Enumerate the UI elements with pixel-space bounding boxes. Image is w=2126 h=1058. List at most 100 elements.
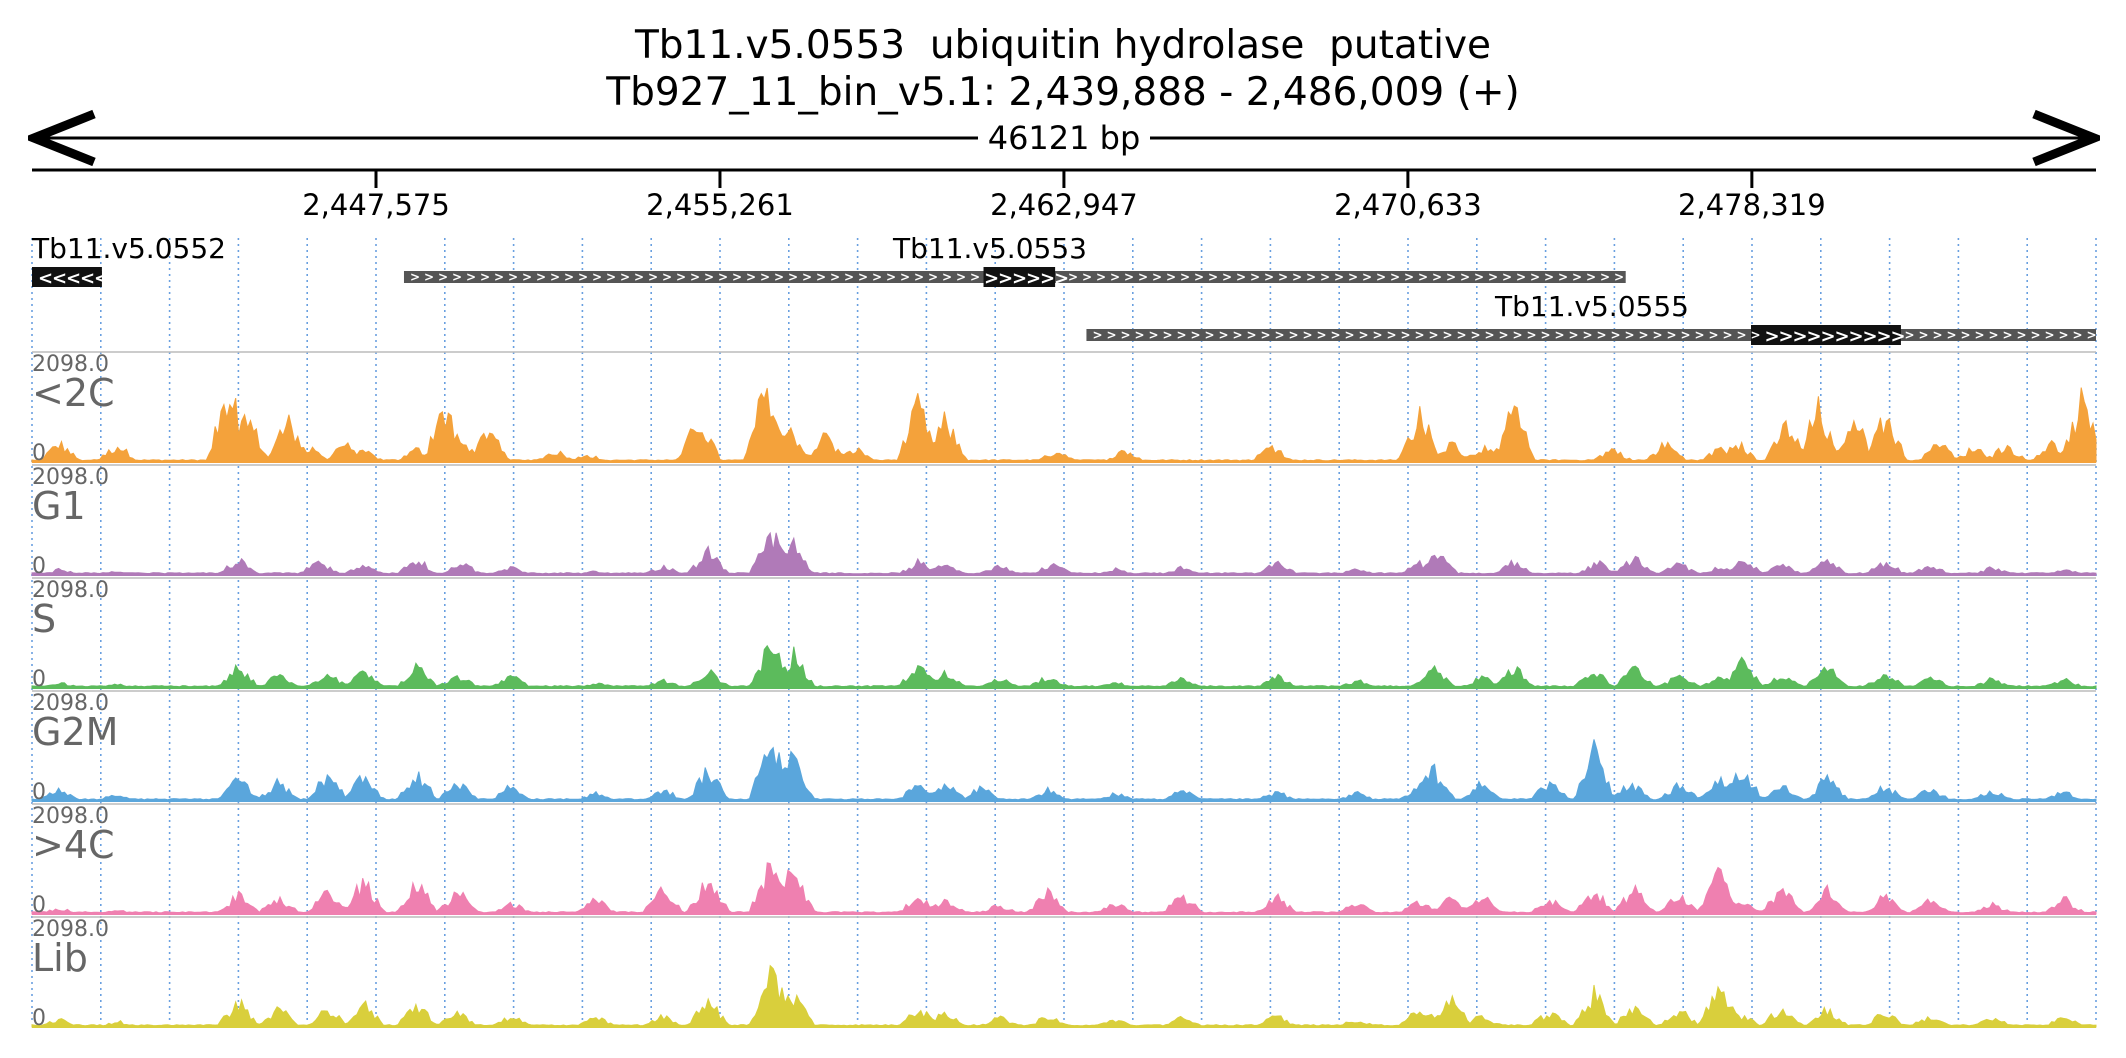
strand-chevron: > [1124, 270, 1134, 284]
strand-chevron: > [984, 268, 999, 289]
strand-chevron: > [1540, 328, 1550, 342]
track-max-label: 2098.0 [32, 578, 109, 603]
strand-chevron: > [1432, 270, 1442, 284]
strand-chevron: > [1306, 270, 1316, 284]
strand-chevron: > [1404, 270, 1414, 284]
strand-chevron: > [1848, 326, 1863, 347]
strand-chevron: > [718, 270, 728, 284]
strand-chevron: > [1400, 328, 1410, 342]
strand-chevron: > [1820, 326, 1835, 347]
strand-chevron: > [1208, 270, 1218, 284]
coverage-area [31, 644, 2097, 689]
strand-chevron: > [620, 270, 630, 284]
strand-chevron: > [1988, 328, 1998, 342]
strand-chevron: > [1232, 328, 1242, 342]
strand-chevron: > [1834, 326, 1849, 347]
strand-chevron: > [1806, 326, 1821, 347]
strand-chevron: > [1250, 270, 1260, 284]
strand-chevron: > [1918, 328, 1928, 342]
strand-chevron: > [522, 270, 532, 284]
strand-chevron: > [1624, 328, 1634, 342]
strand-chevron: < [66, 268, 81, 289]
strand-chevron: < [94, 268, 109, 289]
strand-chevron: > [1026, 268, 1041, 289]
strand-chevron: > [550, 270, 560, 284]
strand-chevron: > [1180, 270, 1190, 284]
strand-chevron: > [592, 270, 602, 284]
strand-chevron: > [1264, 270, 1274, 284]
track-name: G2M [32, 710, 118, 754]
strand-chevron: > [1792, 326, 1807, 347]
strand-chevron: > [760, 270, 770, 284]
strand-chevron: > [1376, 270, 1386, 284]
strand-chevron: > [1204, 328, 1214, 342]
coverage-area [31, 739, 2097, 802]
strand-chevron: > [1302, 328, 1312, 342]
coverage-area [31, 387, 2097, 463]
title-locus: Tb927_11_bin_v5.1: 2,439,888 - 2,486,009… [606, 70, 1520, 115]
track-name: G1 [32, 484, 86, 528]
strand-chevron: > [1526, 328, 1536, 342]
strand-chevron: > [928, 270, 938, 284]
strand-chevron: > [886, 270, 896, 284]
strand-chevron: > [1222, 270, 1232, 284]
strand-chevron: > [1138, 270, 1148, 284]
strand-chevron: > [998, 268, 1013, 289]
tick-label: 2,455,261 [646, 188, 794, 222]
strand-chevron: > [1218, 328, 1228, 342]
gene-Tb11.v5.0555: Tb11.v5.0555> > > > > > > > > > > > > > > > > > > > > > > > > > > >… [1086, 290, 2097, 347]
strand-chevron: > [1456, 328, 1466, 342]
strand-chevron: > [1040, 268, 1055, 289]
strand-chevron: > [424, 270, 434, 284]
gene-cds [983, 267, 1056, 287]
coordinate-axis: 2,447,575 2,455,261 2,462,947 2,470,633 2,47… [32, 168, 2096, 222]
strand-chevron: > [1348, 270, 1358, 284]
tick-label: 2,447,575 [302, 188, 450, 222]
strand-chevron: > [1568, 328, 1578, 342]
strand-chevron: > [1614, 270, 1624, 284]
strand-chevron: > [1890, 326, 1905, 347]
strand-chevron: > [480, 270, 490, 284]
strand-chevron: > [1330, 328, 1340, 342]
strand-chevron: > [508, 270, 518, 284]
strand-chevron: > [1414, 328, 1424, 342]
strand-chevron: > [1498, 328, 1508, 342]
strand-chevron: > [1428, 328, 1438, 342]
track-zero-label: 0 [32, 554, 46, 579]
strand-chevron: > [1610, 328, 1620, 342]
strand-chevron: > [1334, 270, 1344, 284]
strand-chevron: > [1694, 328, 1704, 342]
gene-label: Tb11.v5.0555 [1494, 290, 1689, 323]
strand-chevron: > [1288, 328, 1298, 342]
strand-chevron: > [2044, 328, 2054, 342]
strand-chevron: > [1470, 328, 1480, 342]
strand-chevron: > [1096, 270, 1106, 284]
tick-label: 2,478,319 [1678, 188, 1826, 222]
coverage-tracks: 2098.0<2C02098.0G102098.0S02098.0G2M0209… [31, 351, 2097, 1031]
span-scale: 46121 bp [34, 119, 2094, 157]
strand-chevron: > [1152, 270, 1162, 284]
strand-chevron: > [872, 270, 882, 284]
strand-chevron: > [494, 270, 504, 284]
track-zero-label: 0 [32, 1006, 46, 1031]
track-<2C: 2098.0<2C 0 [31, 351, 2097, 466]
strand-chevron: > [1054, 268, 1069, 289]
track-G1: 2098.0G1 0 [31, 464, 2097, 579]
strand-chevron: > [1260, 328, 1270, 342]
strand-chevron: > [2030, 328, 2040, 342]
strand-chevron: < [80, 268, 95, 289]
strand-chevron: > [1488, 270, 1498, 284]
strand-chevron: > [914, 270, 924, 284]
strand-chevron: > [802, 270, 812, 284]
figure-title: Tb11.v5.0553 ubiquitin hydrolase putativ… [0, 22, 2126, 116]
strand-chevron: > [900, 270, 910, 284]
strand-chevron: > [1190, 328, 1200, 342]
strand-chevron: > [1512, 328, 1522, 342]
strand-chevron: > [536, 270, 546, 284]
track-max-label: 2098.0 [32, 917, 109, 942]
strand-chevron: > [1446, 270, 1456, 284]
strand-chevron: > [1316, 328, 1326, 342]
